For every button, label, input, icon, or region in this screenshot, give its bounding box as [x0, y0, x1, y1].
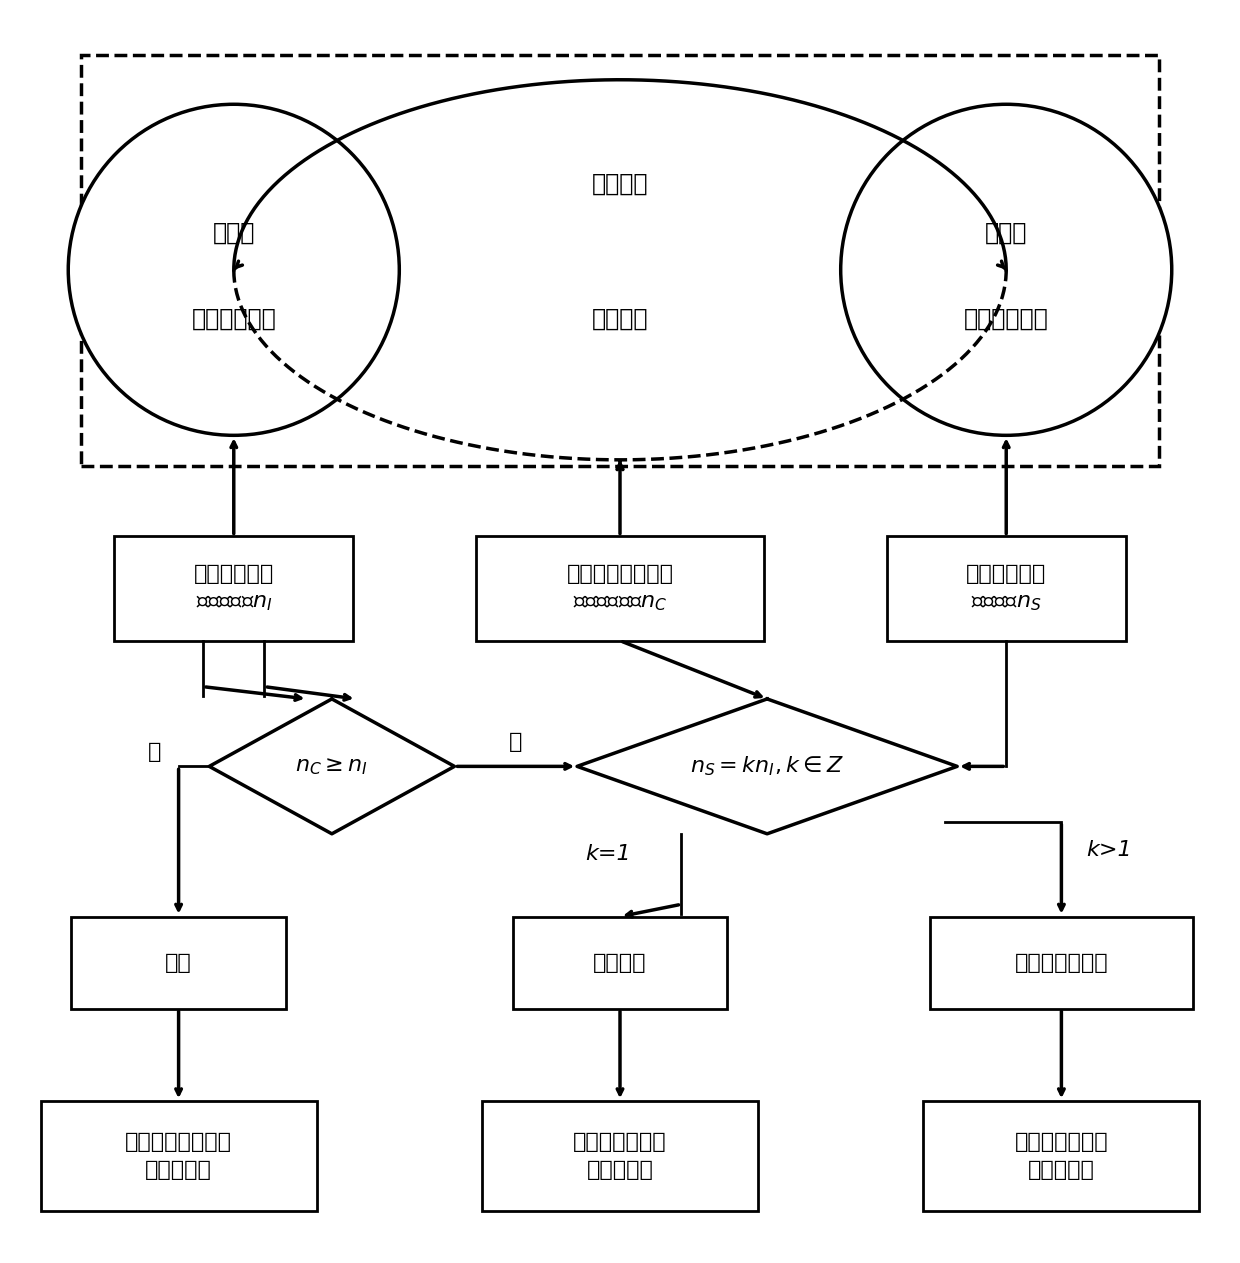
FancyBboxPatch shape [924, 1101, 1199, 1211]
FancyBboxPatch shape [114, 537, 353, 640]
Text: 作为量子信道纠缠
态的施密特秩$n_C$: 作为量子信道纠缠 态的施密特秩$n_C$ [567, 563, 673, 614]
Text: $n_S=kn_I, k\in Z$: $n_S=kn_I, k\in Z$ [691, 754, 844, 778]
Text: 重新设计满足条件
的量子系统: 重新设计满足条件 的量子系统 [125, 1132, 232, 1181]
Polygon shape [210, 698, 455, 834]
FancyBboxPatch shape [930, 917, 1193, 1009]
Text: 是: 是 [510, 731, 522, 751]
Text: k=1: k=1 [585, 844, 631, 864]
Text: 经典信道: 经典信道 [591, 172, 649, 196]
Text: 否: 否 [148, 741, 161, 762]
Text: 投影测量基和幺
正变换矩阵: 投影测量基和幺 正变换矩阵 [1014, 1132, 1109, 1181]
FancyBboxPatch shape [512, 917, 728, 1009]
Text: k>1: k>1 [1086, 840, 1132, 860]
Text: 预传输纠缠态
的施密特秩$n_I$: 预传输纠缠态 的施密特秩$n_I$ [193, 563, 274, 614]
FancyBboxPatch shape [41, 1101, 316, 1211]
Circle shape [68, 105, 399, 436]
Circle shape [841, 105, 1172, 436]
FancyBboxPatch shape [72, 917, 286, 1009]
Text: 接收方: 接收方 [985, 221, 1028, 245]
Text: （投影测量）: （投影测量） [191, 307, 277, 331]
Text: 总量子系统的
施密特秩$n_S$: 总量子系统的 施密特秩$n_S$ [966, 563, 1047, 614]
FancyBboxPatch shape [482, 1101, 758, 1211]
Text: 线性变换: 线性变换 [593, 952, 647, 973]
Text: 终止: 终止 [165, 952, 192, 973]
FancyBboxPatch shape [81, 56, 1159, 466]
Text: 量子傅里叶变换: 量子傅里叶变换 [1014, 952, 1109, 973]
Text: 投影测量基和幺
正变换矩阵: 投影测量基和幺 正变换矩阵 [573, 1132, 667, 1181]
FancyBboxPatch shape [887, 537, 1126, 640]
FancyBboxPatch shape [476, 537, 764, 640]
Text: （幺正变换）: （幺正变换） [963, 307, 1049, 331]
Polygon shape [577, 698, 957, 834]
Text: 发送方: 发送方 [212, 221, 255, 245]
Text: $n_C \geq n_I$: $n_C \geq n_I$ [295, 757, 368, 777]
Text: 量子信道: 量子信道 [591, 307, 649, 331]
